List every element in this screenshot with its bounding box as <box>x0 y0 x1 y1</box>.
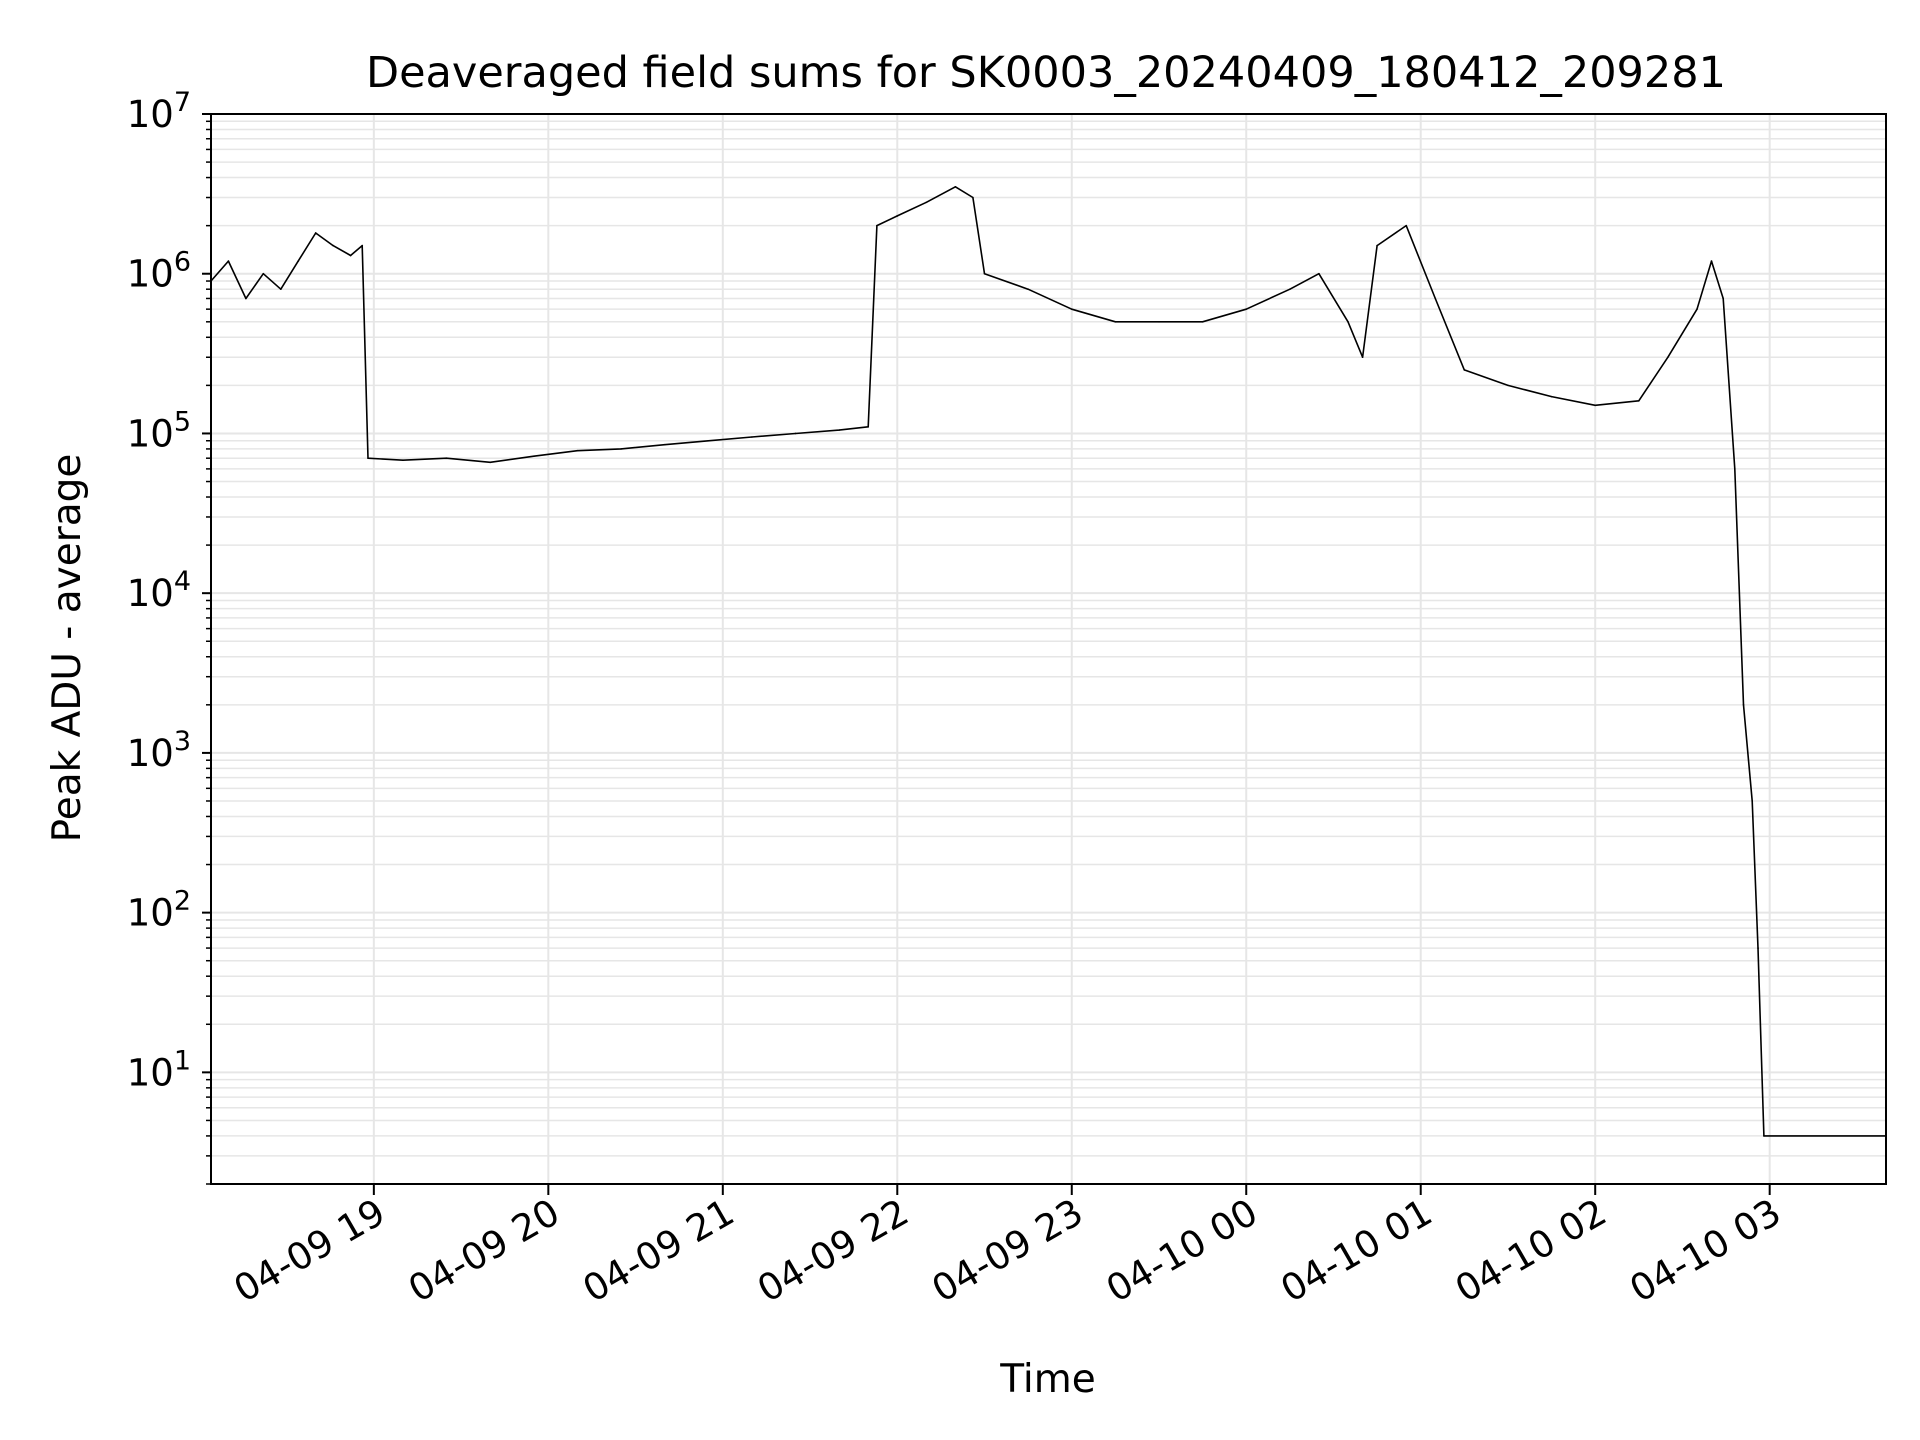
data-point <box>1405 224 1407 227</box>
data-point <box>1376 244 1378 247</box>
x-axis-label: Time <box>999 1357 1095 1402</box>
y-tick-exponent: 3 <box>174 726 191 757</box>
y-tick-base: 10 <box>127 572 174 615</box>
data-point <box>620 448 622 450</box>
data-point <box>1158 321 1160 323</box>
data-point <box>1507 384 1509 387</box>
data-point <box>1245 308 1248 310</box>
data-point <box>983 272 986 275</box>
data-point <box>1027 288 1029 291</box>
y-axis-label: Peak ADU - average <box>45 454 90 843</box>
data-point <box>402 459 404 462</box>
y-tick-base: 10 <box>127 93 174 136</box>
data-point <box>1318 272 1320 275</box>
data-point <box>794 432 797 435</box>
data-point <box>838 429 840 431</box>
data-point <box>1733 468 1736 470</box>
y-tick-exponent: 6 <box>174 247 191 278</box>
data-point <box>663 443 666 446</box>
data-point <box>445 457 448 459</box>
data-point <box>227 260 230 262</box>
data-point <box>314 232 317 234</box>
data-point <box>1463 369 1466 371</box>
data-point <box>576 449 579 452</box>
y-tick-label: 107 <box>127 87 191 136</box>
y-tick-exponent: 4 <box>174 566 191 597</box>
data-point <box>707 439 710 442</box>
data-point <box>361 244 364 247</box>
data-point <box>1347 321 1349 323</box>
data-point <box>1361 356 1364 359</box>
y-tick-label: 104 <box>127 566 191 615</box>
y-tick-base: 10 <box>127 412 174 455</box>
data-point <box>367 457 369 459</box>
y-tick-exponent: 5 <box>174 406 191 437</box>
y-tick-exponent: 7 <box>174 87 191 118</box>
y-tick-label: 106 <box>127 247 191 296</box>
data-point <box>1114 321 1117 323</box>
y-tick-label: 105 <box>127 406 191 455</box>
chart-title: Deaveraged field sums for SK0003_2024040… <box>366 48 1726 98</box>
data-point <box>262 272 265 275</box>
y-tick-label: 101 <box>127 1045 191 1094</box>
data-point <box>1722 297 1724 300</box>
data-point <box>297 260 300 262</box>
data-point <box>349 254 352 257</box>
y-tick-base: 10 <box>127 253 174 296</box>
data-point <box>1070 308 1073 310</box>
data-point <box>972 196 974 199</box>
data-point <box>489 461 491 464</box>
y-tick-base: 10 <box>127 892 174 935</box>
data-point <box>1289 288 1291 291</box>
data-point <box>867 426 870 428</box>
y-tick-base: 10 <box>127 732 174 775</box>
data-point <box>1434 297 1437 300</box>
y-tick-exponent: 1 <box>174 1045 191 1076</box>
grid <box>211 113 1886 1185</box>
data-point <box>1751 800 1754 802</box>
data-point <box>751 436 753 438</box>
data-point <box>279 288 282 291</box>
data-point <box>925 201 928 204</box>
y-tick-base: 10 <box>127 1051 174 1094</box>
data-point <box>332 244 334 247</box>
data-point <box>1763 1135 1765 1137</box>
y-tick-exponent: 2 <box>174 886 191 917</box>
data-point <box>1696 308 1698 310</box>
plot-frame <box>210 113 1887 1185</box>
data-point <box>1201 321 1204 323</box>
data-point <box>1710 260 1713 262</box>
y-tick-label: 102 <box>127 886 191 935</box>
data-point <box>1550 395 1553 398</box>
data-point <box>954 186 957 188</box>
data-point <box>896 215 899 217</box>
data-point <box>532 455 535 458</box>
data-point <box>876 224 878 227</box>
data-point <box>1667 356 1669 359</box>
data-point <box>245 297 247 300</box>
data-point <box>1594 404 1597 407</box>
data-point <box>1757 947 1759 949</box>
data-point <box>1638 400 1640 402</box>
y-tick-label: 103 <box>127 726 191 775</box>
data-point <box>1742 704 1745 706</box>
